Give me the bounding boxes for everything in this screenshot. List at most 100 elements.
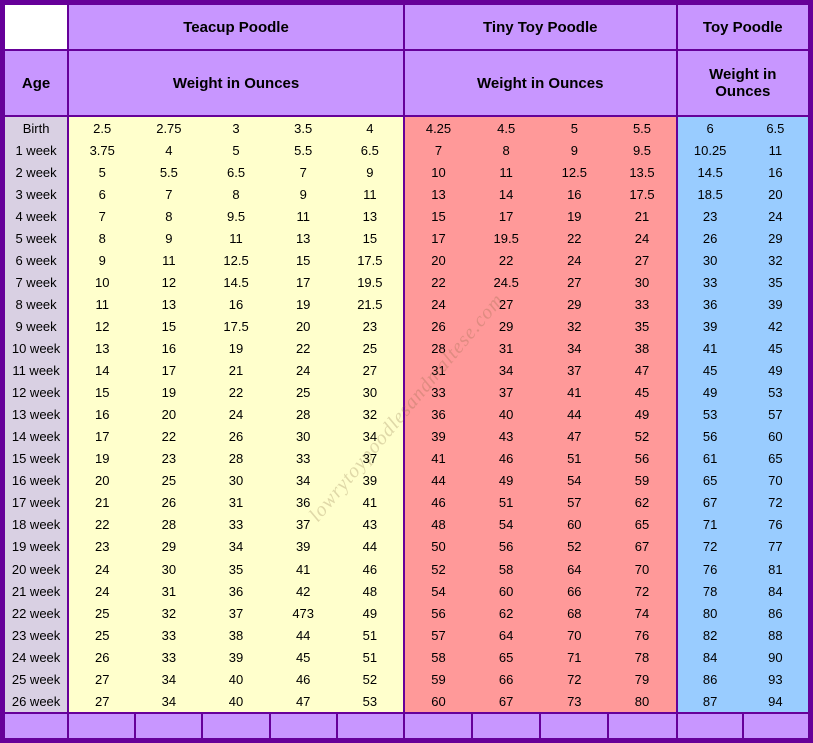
teacup-cell: 25 — [68, 602, 135, 624]
age-cell: 22 week — [4, 602, 68, 624]
toy-cell: 35 — [743, 271, 809, 293]
teacup-cell: 34 — [337, 426, 404, 448]
age-cell: 17 week — [4, 492, 68, 514]
footer-cell — [677, 713, 743, 739]
teacup-cell: 15 — [337, 227, 404, 249]
footer-cell — [270, 713, 337, 739]
teacup-cell: 43 — [337, 514, 404, 536]
tiny-cell: 40 — [472, 404, 540, 426]
tiny-cell: 22 — [472, 249, 540, 271]
tiny-cell: 71 — [540, 646, 608, 668]
teacup-cell: 9 — [135, 227, 202, 249]
teacup-cell: 22 — [202, 382, 269, 404]
age-cell: 9 week — [4, 315, 68, 337]
teacup-cell: 9 — [270, 183, 337, 205]
age-header: Age — [4, 50, 68, 116]
footer-cell — [202, 713, 269, 739]
teacup-cell: 45 — [270, 646, 337, 668]
age-cell: 19 week — [4, 536, 68, 558]
teacup-cell: 39 — [270, 536, 337, 558]
age-cell: 6 week — [4, 249, 68, 271]
tiny-cell: 41 — [540, 382, 608, 404]
teacup-cell: 52 — [337, 668, 404, 690]
teacup-cell: 15 — [68, 382, 135, 404]
teacup-cell: 9 — [337, 161, 404, 183]
teacup-cell: 19 — [68, 448, 135, 470]
table-row: 5 week891113151719.522242629 — [4, 227, 809, 249]
table-row: Birth2.52.7533.544.254.555.566.5 — [4, 116, 809, 139]
tiny-cell: 17 — [472, 205, 540, 227]
tiny-cell: 33 — [404, 382, 472, 404]
toy-cell: 67 — [677, 492, 743, 514]
age-cell: 3 week — [4, 183, 68, 205]
toy-cell: 77 — [743, 536, 809, 558]
table-row: 6 week91112.51517.5202224273032 — [4, 249, 809, 271]
table-row: 21 week2431364248546066727884 — [4, 580, 809, 602]
teacup-cell: 11 — [202, 227, 269, 249]
tiny-cell: 72 — [540, 668, 608, 690]
tiny-cell: 27 — [608, 249, 676, 271]
teacup-cell: 17 — [270, 271, 337, 293]
teacup-cell: 2.75 — [135, 116, 202, 139]
toy-cell: 84 — [677, 646, 743, 668]
table-row: 16 week2025303439444954596570 — [4, 470, 809, 492]
tiny-cell: 12.5 — [540, 161, 608, 183]
toy-cell: 76 — [743, 514, 809, 536]
teacup-cell: 41 — [270, 558, 337, 580]
tiny-cell: 68 — [540, 602, 608, 624]
table-row: 8 week1113161921.5242729333639 — [4, 293, 809, 315]
teacup-cell: 25 — [135, 470, 202, 492]
age-cell: 11 week — [4, 360, 68, 382]
tiny-cell: 48 — [404, 514, 472, 536]
table-row: 9 week121517.52023262932353942 — [4, 315, 809, 337]
toy-cell: 41 — [677, 338, 743, 360]
toy-cell: 33 — [677, 271, 743, 293]
toy-cell: 39 — [743, 293, 809, 315]
table-row: 1 week3.75455.56.57899.510.2511 — [4, 139, 809, 161]
tiny-cell: 4.5 — [472, 116, 540, 139]
tiny-cell: 52 — [608, 426, 676, 448]
teacup-cell: 3.5 — [270, 116, 337, 139]
toy-cell: 18.5 — [677, 183, 743, 205]
tiny-cell: 59 — [404, 668, 472, 690]
teacup-cell: 32 — [337, 404, 404, 426]
toy-cell: 78 — [677, 580, 743, 602]
teacup-cell: 17 — [68, 426, 135, 448]
toy-weight-header: Weight inOunces — [677, 50, 809, 116]
tiny-cell: 41 — [404, 448, 472, 470]
toy-cell: 65 — [743, 448, 809, 470]
age-cell: 18 week — [4, 514, 68, 536]
teacup-cell: 48 — [337, 580, 404, 602]
teacup-cell: 19.5 — [337, 271, 404, 293]
toy-cell: 45 — [743, 338, 809, 360]
tiny-cell: 73 — [540, 690, 608, 713]
tiny-cell: 57 — [404, 624, 472, 646]
tiny-cell: 35 — [608, 315, 676, 337]
teacup-cell: 29 — [135, 536, 202, 558]
table-row: 2 week55.56.579101112.513.514.516 — [4, 161, 809, 183]
teacup-cell: 16 — [135, 338, 202, 360]
tiny-cell: 17.5 — [608, 183, 676, 205]
toy-cell: 93 — [743, 668, 809, 690]
toy-cell: 94 — [743, 690, 809, 713]
tiny-cell: 67 — [472, 690, 540, 713]
tiny-cell: 65 — [472, 646, 540, 668]
teacup-cell: 10 — [68, 271, 135, 293]
teacup-cell: 34 — [135, 690, 202, 713]
table-row: 23 week2533384451576470768288 — [4, 624, 809, 646]
toy-cell: 36 — [677, 293, 743, 315]
teacup-cell: 20 — [135, 404, 202, 426]
teacup-cell: 34 — [135, 668, 202, 690]
tiny-cell: 24.5 — [472, 271, 540, 293]
tiny-cell: 31 — [404, 360, 472, 382]
teacup-cell: 13 — [68, 338, 135, 360]
toy-cell: 45 — [677, 360, 743, 382]
table-row: 15 week1923283337414651566165 — [4, 448, 809, 470]
toy-cell: 49 — [677, 382, 743, 404]
teacup-cell: 26 — [135, 492, 202, 514]
teacup-cell: 22 — [270, 338, 337, 360]
teacup-cell: 5.5 — [270, 139, 337, 161]
teacup-cell: 30 — [202, 470, 269, 492]
tiny-cell: 58 — [404, 646, 472, 668]
teacup-cell: 30 — [135, 558, 202, 580]
